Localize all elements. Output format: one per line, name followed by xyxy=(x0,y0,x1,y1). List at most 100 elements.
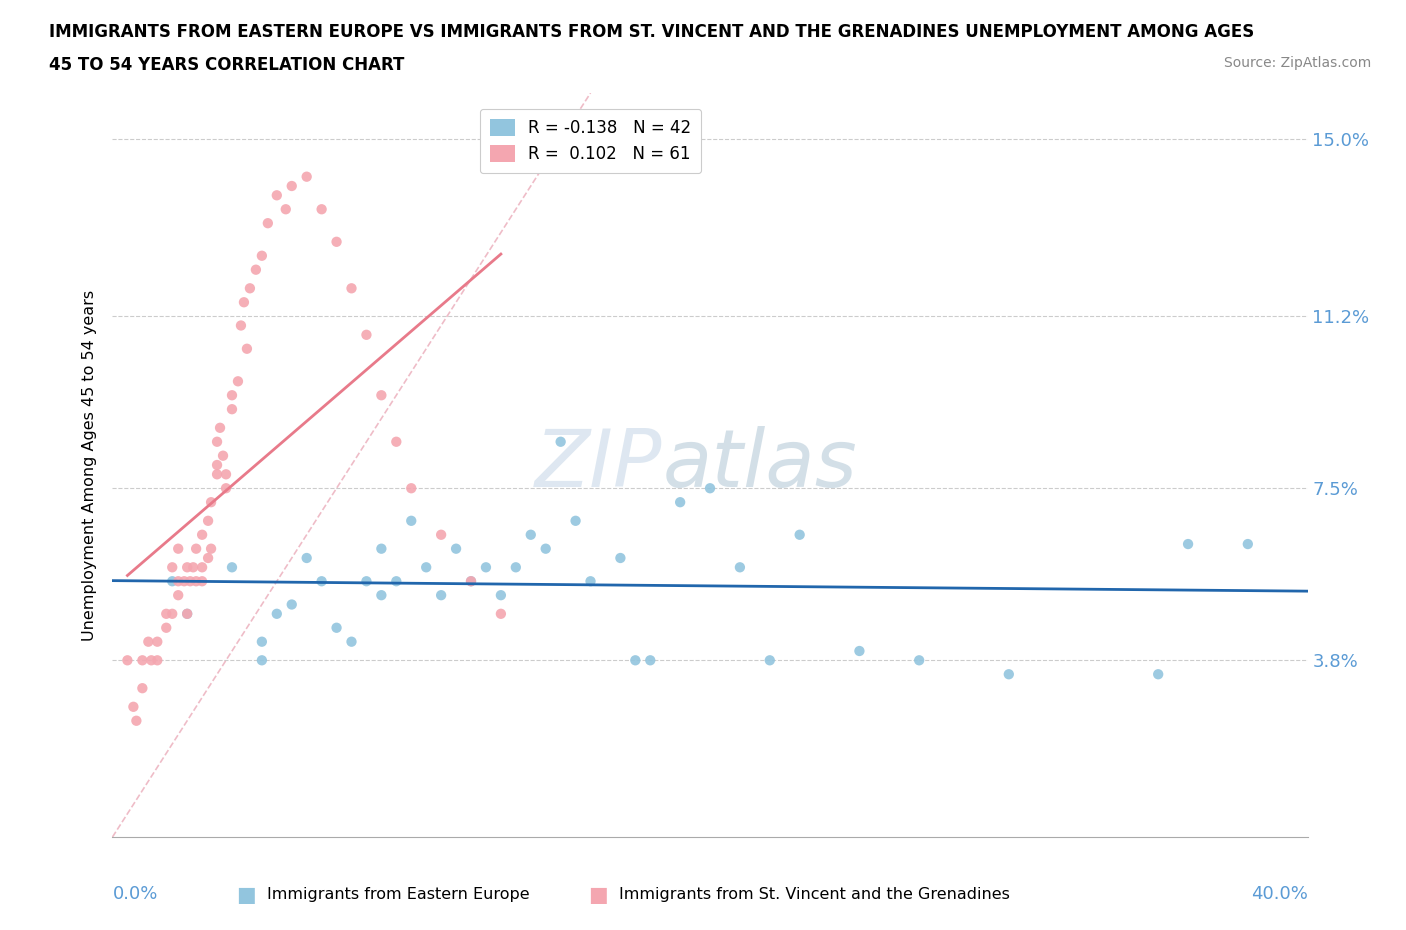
Point xyxy=(176,606,198,621)
Point xyxy=(1237,537,1260,551)
Point xyxy=(179,574,201,589)
Point xyxy=(385,434,408,449)
Point xyxy=(370,388,392,403)
Point xyxy=(325,620,347,635)
Point xyxy=(205,458,228,472)
Point xyxy=(281,179,304,193)
Text: 0.0%: 0.0% xyxy=(112,885,157,903)
Point xyxy=(624,653,647,668)
Point xyxy=(728,560,751,575)
Point xyxy=(699,481,721,496)
Point xyxy=(200,541,222,556)
Point xyxy=(131,681,153,696)
Point xyxy=(370,588,392,603)
Point xyxy=(385,574,408,589)
Point xyxy=(489,606,512,621)
Point xyxy=(311,574,333,589)
Point xyxy=(181,560,204,575)
Text: atlas: atlas xyxy=(662,426,858,504)
Point xyxy=(998,667,1021,682)
Point xyxy=(117,653,139,668)
Point xyxy=(205,467,228,482)
Point xyxy=(669,495,692,510)
Point xyxy=(167,541,190,556)
Point xyxy=(221,402,243,417)
Point xyxy=(274,202,297,217)
Point xyxy=(460,574,482,589)
Y-axis label: Unemployment Among Ages 45 to 54 years: Unemployment Among Ages 45 to 54 years xyxy=(82,289,97,641)
Point xyxy=(191,574,214,589)
Point xyxy=(186,541,208,556)
Point xyxy=(205,434,228,449)
Point xyxy=(534,541,557,556)
Point xyxy=(311,202,333,217)
Text: IMMIGRANTS FROM EASTERN EUROPE VS IMMIGRANTS FROM ST. VINCENT AND THE GRENADINES: IMMIGRANTS FROM EASTERN EUROPE VS IMMIGR… xyxy=(49,23,1254,41)
Point xyxy=(266,606,288,621)
Text: ZIP: ZIP xyxy=(534,426,662,504)
Point xyxy=(197,551,219,565)
Point xyxy=(200,495,222,510)
Text: Immigrants from St. Vincent and the Grenadines: Immigrants from St. Vincent and the Gren… xyxy=(619,887,1010,902)
Point xyxy=(295,169,318,184)
Point xyxy=(212,448,235,463)
Point xyxy=(122,699,145,714)
Point xyxy=(229,318,252,333)
Point xyxy=(266,188,288,203)
Point xyxy=(162,574,183,589)
Point xyxy=(197,513,219,528)
Text: ■: ■ xyxy=(588,884,607,905)
Point xyxy=(173,574,195,589)
Point xyxy=(250,248,273,263)
Point xyxy=(444,541,467,556)
Point xyxy=(415,560,437,575)
Point xyxy=(281,597,304,612)
Point xyxy=(236,341,259,356)
Point xyxy=(401,513,423,528)
Point xyxy=(356,574,378,589)
Point xyxy=(340,281,363,296)
Point xyxy=(848,644,870,658)
Point xyxy=(167,588,190,603)
Text: 45 TO 54 YEARS CORRELATION CHART: 45 TO 54 YEARS CORRELATION CHART xyxy=(49,56,405,73)
Point xyxy=(1147,667,1170,682)
Legend: R = -0.138   N = 42, R =  0.102   N = 61: R = -0.138 N = 42, R = 0.102 N = 61 xyxy=(479,109,702,173)
Text: Source: ZipAtlas.com: Source: ZipAtlas.com xyxy=(1223,56,1371,70)
Point xyxy=(505,560,527,575)
Point xyxy=(191,560,214,575)
Point xyxy=(221,560,243,575)
Point xyxy=(162,606,183,621)
Point xyxy=(430,588,453,603)
Point xyxy=(138,634,160,649)
Point xyxy=(167,574,190,589)
Point xyxy=(215,467,238,482)
Point xyxy=(250,653,273,668)
Point xyxy=(1177,537,1199,551)
Point xyxy=(489,588,512,603)
Point xyxy=(789,527,811,542)
Point xyxy=(370,541,392,556)
Point xyxy=(186,574,208,589)
Point xyxy=(226,374,249,389)
Point xyxy=(609,551,631,565)
Point xyxy=(155,620,177,635)
Text: Immigrants from Eastern Europe: Immigrants from Eastern Europe xyxy=(267,887,530,902)
Point xyxy=(550,434,572,449)
Point xyxy=(125,713,148,728)
Point xyxy=(257,216,280,231)
Point xyxy=(146,634,169,649)
Point xyxy=(131,653,153,668)
Point xyxy=(146,653,169,668)
Point xyxy=(191,527,214,542)
Point xyxy=(401,481,423,496)
Point xyxy=(162,560,183,575)
Point xyxy=(215,481,238,496)
Point xyxy=(250,634,273,649)
Point xyxy=(176,606,198,621)
Point xyxy=(759,653,782,668)
Point xyxy=(640,653,662,668)
Point xyxy=(245,262,267,277)
Point xyxy=(141,653,163,668)
Point xyxy=(460,574,482,589)
Point xyxy=(430,527,453,542)
Point xyxy=(520,527,543,542)
